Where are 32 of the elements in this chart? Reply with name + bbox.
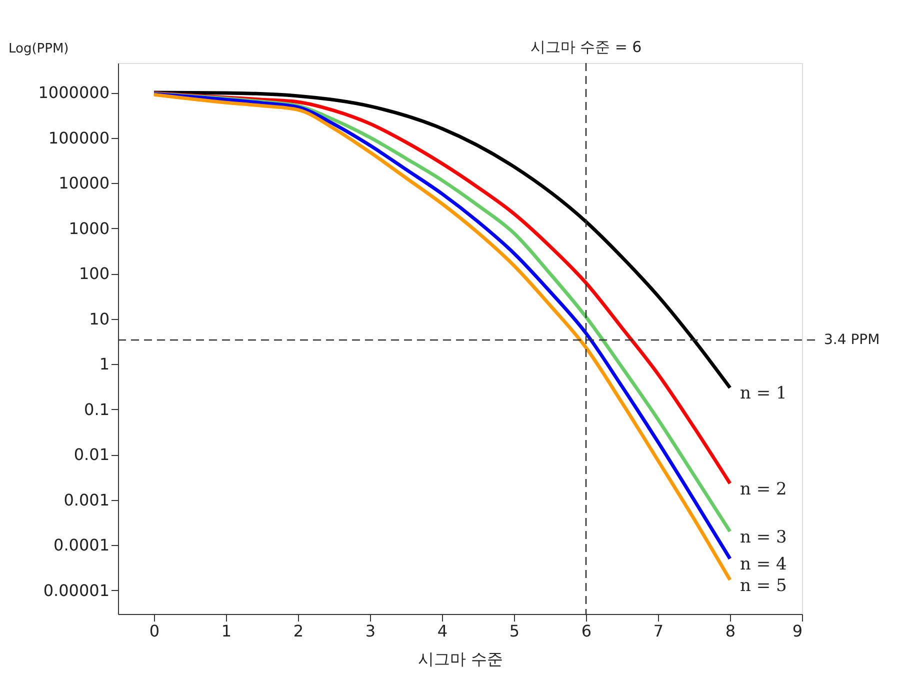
y-tick-label: 1000000 bbox=[38, 83, 110, 102]
y-tick-label: 1000 bbox=[68, 218, 110, 238]
x-tick-label: 6 bbox=[581, 622, 592, 640]
line-series bbox=[152, 90, 732, 390]
series-label: n = 1 bbox=[740, 384, 787, 404]
y-tick-label: 0.0001 bbox=[54, 536, 110, 555]
x-tick-label: 0 bbox=[149, 622, 160, 640]
y-tick-label: 10 bbox=[89, 309, 110, 328]
series-label: n = 2 bbox=[740, 479, 787, 500]
x-tick-label: 4 bbox=[437, 622, 448, 640]
ref-line-label: 시그마 수준 = 6 bbox=[530, 38, 642, 56]
y-tick-label: 1 bbox=[99, 354, 110, 374]
x-tick-label: 7 bbox=[653, 622, 664, 640]
y-tick-label: 0.1 bbox=[84, 400, 110, 419]
y-tick-label: 0.001 bbox=[64, 490, 110, 510]
y-axis-title: Log(PPM) bbox=[8, 42, 69, 56]
x-tick-label: 9 bbox=[792, 622, 802, 640]
ref-line-label: 3.4 PPM bbox=[824, 332, 880, 348]
series-label: n = 3 bbox=[740, 527, 787, 548]
y-tick-label: 100 bbox=[78, 264, 110, 284]
x-tick-label: 1 bbox=[221, 622, 232, 640]
x-tick-label: 8 bbox=[725, 622, 736, 640]
y-tick-label: 0.01 bbox=[74, 445, 110, 464]
series-label: n = 5 bbox=[740, 576, 787, 596]
series-label: n = 4 bbox=[740, 554, 787, 575]
x-axis-title: 시그마 수준 bbox=[418, 650, 504, 668]
x-tick-label: 2 bbox=[293, 622, 304, 640]
y-tick-label: 0.00001 bbox=[43, 580, 110, 600]
y-tick-label: 100000 bbox=[48, 128, 110, 148]
x-tick-label: 3 bbox=[365, 622, 376, 640]
y-tick-label: 10000 bbox=[58, 174, 110, 193]
x-tick-label: 5 bbox=[509, 622, 520, 640]
